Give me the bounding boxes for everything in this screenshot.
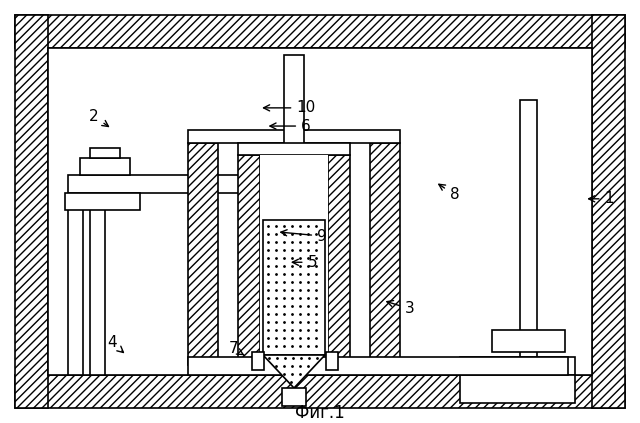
Bar bbox=[48, 48, 592, 375]
Text: 2: 2 bbox=[89, 109, 108, 126]
Bar bbox=[68, 205, 83, 375]
Bar bbox=[460, 375, 575, 403]
Bar bbox=[282, 388, 306, 406]
Bar bbox=[68, 175, 295, 193]
Bar bbox=[238, 155, 260, 360]
Bar bbox=[278, 175, 310, 195]
Bar bbox=[370, 143, 400, 365]
Bar bbox=[15, 375, 625, 408]
Text: 6: 6 bbox=[270, 118, 311, 134]
Bar bbox=[326, 352, 338, 370]
Text: 7: 7 bbox=[228, 341, 244, 357]
Bar bbox=[492, 330, 565, 352]
Bar bbox=[65, 193, 140, 210]
Text: 3: 3 bbox=[387, 301, 415, 316]
Bar bbox=[460, 357, 575, 375]
Text: 1: 1 bbox=[589, 191, 614, 206]
Bar bbox=[90, 148, 120, 158]
Bar bbox=[592, 15, 625, 408]
Bar bbox=[520, 100, 537, 375]
Bar bbox=[284, 55, 304, 370]
Bar bbox=[48, 48, 592, 375]
Bar bbox=[188, 357, 568, 375]
Bar bbox=[238, 143, 350, 155]
Polygon shape bbox=[263, 355, 325, 388]
Bar bbox=[15, 15, 48, 408]
Bar bbox=[263, 220, 325, 355]
Text: Фиг.1: Фиг.1 bbox=[295, 404, 345, 422]
Text: 10: 10 bbox=[264, 100, 316, 115]
Bar bbox=[90, 205, 105, 375]
Bar bbox=[188, 143, 218, 365]
Text: 4: 4 bbox=[107, 335, 124, 352]
Text: 5: 5 bbox=[292, 255, 317, 270]
Bar bbox=[260, 155, 328, 355]
Bar bbox=[328, 155, 350, 360]
Bar bbox=[80, 158, 130, 175]
Text: 8: 8 bbox=[439, 184, 460, 202]
Text: 9: 9 bbox=[281, 228, 327, 244]
Bar bbox=[15, 15, 625, 48]
Bar bbox=[188, 130, 400, 143]
Bar bbox=[252, 352, 264, 370]
